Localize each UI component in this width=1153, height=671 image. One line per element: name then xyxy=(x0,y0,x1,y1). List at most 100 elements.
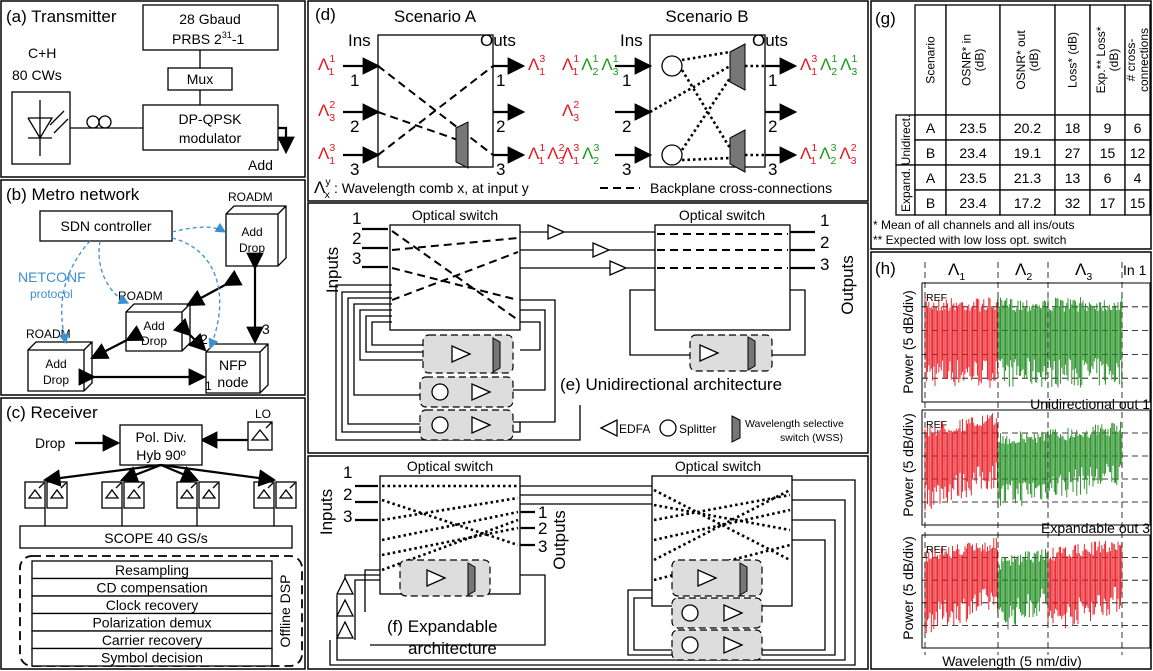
header-cell xyxy=(999,4,1056,116)
dsp-step: Symbol decision xyxy=(101,650,203,666)
comb-index: 2 xyxy=(329,99,335,111)
y-axis-label: Power (5 dB/div) xyxy=(900,413,916,516)
input-comb: Λ3 1 Λ3 2 xyxy=(562,142,599,167)
comb-input: 3 xyxy=(613,66,619,78)
comb-index: 1 xyxy=(613,53,619,65)
source-label: 80 CWs xyxy=(12,67,62,83)
comb-index: 2 xyxy=(851,142,857,154)
panel-title: (f) Expandable xyxy=(387,617,498,636)
panel-title: (c) Receiver xyxy=(6,403,98,422)
panel-b: (b) Metro network SDN controller ROADM A… xyxy=(6,185,287,394)
header-cell xyxy=(1089,4,1126,116)
header-cell xyxy=(914,4,947,116)
cross-connection xyxy=(649,50,765,162)
comb-input: 1 xyxy=(573,155,579,167)
comb-input: 3 xyxy=(573,112,579,124)
cell-text: 12 xyxy=(1130,145,1146,161)
input-comb: Λ1 1 xyxy=(318,53,335,78)
dsp-step: Clock recovery xyxy=(106,597,199,613)
switch-title: Optical switch xyxy=(412,207,498,223)
subtitle: Expandable out 3 xyxy=(1041,520,1150,536)
cell xyxy=(1124,189,1151,216)
spectrum xyxy=(997,548,1048,630)
splitter xyxy=(661,55,683,77)
comb-input: 3 xyxy=(559,155,565,167)
backplane-legend: Backplane cross-connections xyxy=(650,180,832,196)
port-label: 3 xyxy=(343,507,352,526)
column-header: (dB) xyxy=(973,49,987,72)
link-label: 3 xyxy=(262,321,270,337)
lambda: Λ xyxy=(582,144,594,163)
lambda: Λ xyxy=(840,55,852,74)
comb-legend: Λy x xyxy=(314,176,331,201)
cell-text: B xyxy=(926,195,935,211)
lambda: Λ xyxy=(820,55,832,74)
comb-input: 2 xyxy=(593,155,599,167)
note: ** Expected with low loss opt. switch xyxy=(873,233,1066,247)
cell-text: A xyxy=(926,120,936,136)
port-label: 3 xyxy=(496,160,505,179)
header-cell xyxy=(1124,4,1151,116)
fiber xyxy=(42,463,162,487)
add-label: Add xyxy=(248,157,273,173)
input-comb: Λ2 3 xyxy=(562,99,579,124)
prbs-text: PRBS 2 xyxy=(172,31,222,47)
outputs-label: Outputs xyxy=(550,510,569,570)
scenario-name: Scenario A xyxy=(394,7,477,26)
lambda: Λ xyxy=(528,55,540,74)
nfp-label: NFP xyxy=(219,357,247,373)
lambda: Λ xyxy=(314,178,326,197)
plot-frame xyxy=(921,534,1151,649)
photodiode-symbol xyxy=(126,482,144,499)
column-header: connections xyxy=(1137,28,1151,92)
column-header: OSNR* in xyxy=(960,34,974,86)
output-comb: Λ3 1 Λ1 2 Λ1 3 xyxy=(800,53,858,78)
lambda: Λ xyxy=(562,144,574,163)
cell xyxy=(945,114,1001,141)
switch-title: Optical switch xyxy=(407,458,493,474)
hybrid-label: Pol. Div. xyxy=(135,429,186,445)
lambda: Λ xyxy=(800,55,812,74)
cell xyxy=(945,189,1001,216)
scenario-name: Scenario B xyxy=(665,7,748,26)
comb-index: y xyxy=(325,176,331,188)
lambda: Λ xyxy=(1075,260,1087,279)
ins-label: Ins xyxy=(620,31,643,50)
port-label: 2 xyxy=(496,117,505,136)
band-label: Λ1 xyxy=(948,260,965,283)
comb-input: 2 xyxy=(593,66,599,78)
cell-text: 18 xyxy=(1065,120,1081,136)
dsp-step: Resampling xyxy=(115,562,189,578)
input-comb: Λ2 3 xyxy=(318,99,335,124)
hybrid-label: Hyb 90º xyxy=(136,447,185,463)
comb-legend-text: : Wavelength comb x, at input y xyxy=(334,180,529,196)
lambda: Λ xyxy=(318,144,330,163)
sdn-label: SDN controller xyxy=(60,218,151,234)
spectrum xyxy=(997,297,1123,388)
lambda: Λ xyxy=(948,260,960,279)
comb-input: 1 xyxy=(539,66,545,78)
band-label: Λ3 xyxy=(1075,260,1092,283)
dsp-label: Offline DSP xyxy=(277,575,293,648)
comb-input: 1 xyxy=(811,66,817,78)
splitter xyxy=(661,144,683,166)
spectrum xyxy=(1047,540,1123,629)
comb-input: 2 xyxy=(1026,271,1032,283)
cell-text: 27 xyxy=(1065,145,1081,161)
cell-text: 9 xyxy=(1104,120,1112,136)
nfp-label: node xyxy=(217,374,248,390)
cross-connection xyxy=(377,65,494,156)
cell-text: 23.4 xyxy=(959,195,986,211)
port-label: 3 xyxy=(622,160,631,179)
comb-index: 1 xyxy=(852,53,858,65)
cell xyxy=(1124,139,1151,166)
dsp-block xyxy=(31,647,273,667)
photodiode-symbol xyxy=(49,482,67,499)
ref-label: REF xyxy=(926,292,947,304)
lambda: Λ xyxy=(800,144,812,163)
port-label: 1 xyxy=(343,463,352,482)
comb-index: 1 xyxy=(573,53,579,65)
note: * Mean of all channels and all ins/outs xyxy=(873,218,1074,232)
port-label: 2 xyxy=(820,233,829,252)
